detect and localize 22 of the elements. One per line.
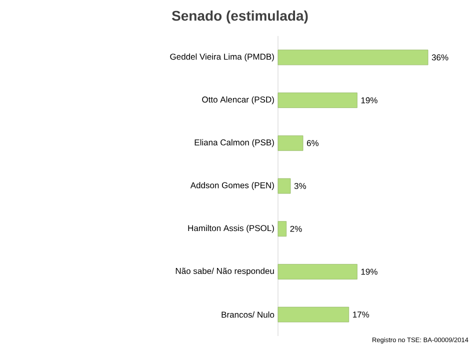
bar [278,178,291,194]
data-label: 36% [432,54,448,60]
bar [278,92,358,108]
y-tick-label: Hamilton Assis (PSOL) [188,224,274,233]
y-tick-label: Geddel Vieira Lima (PMDB) [170,53,274,62]
bar [278,306,350,322]
y-tick-label: Addson Gomes (PEN) [190,182,274,190]
bar [278,264,358,280]
bar [278,135,304,151]
data-label: 17% [353,312,370,318]
data-label: 6% [306,140,319,146]
y-tick-label: Eliana Calmon (PSB) [194,139,274,148]
y-tick-label: Brancos/ Nulo [222,311,274,318]
chart-title: Senado (estimulada) [172,10,308,24]
data-label: 3% [294,182,306,189]
y-tick-label: Não sabe/ Não respondeu [176,268,274,276]
data-label: 19% [361,97,378,104]
data-label: 19% [361,268,378,275]
bar [278,50,428,66]
y-tick-label: Otto Alencar (PSD) [202,96,274,104]
bar [278,221,287,237]
data-label: 2% [290,226,302,232]
